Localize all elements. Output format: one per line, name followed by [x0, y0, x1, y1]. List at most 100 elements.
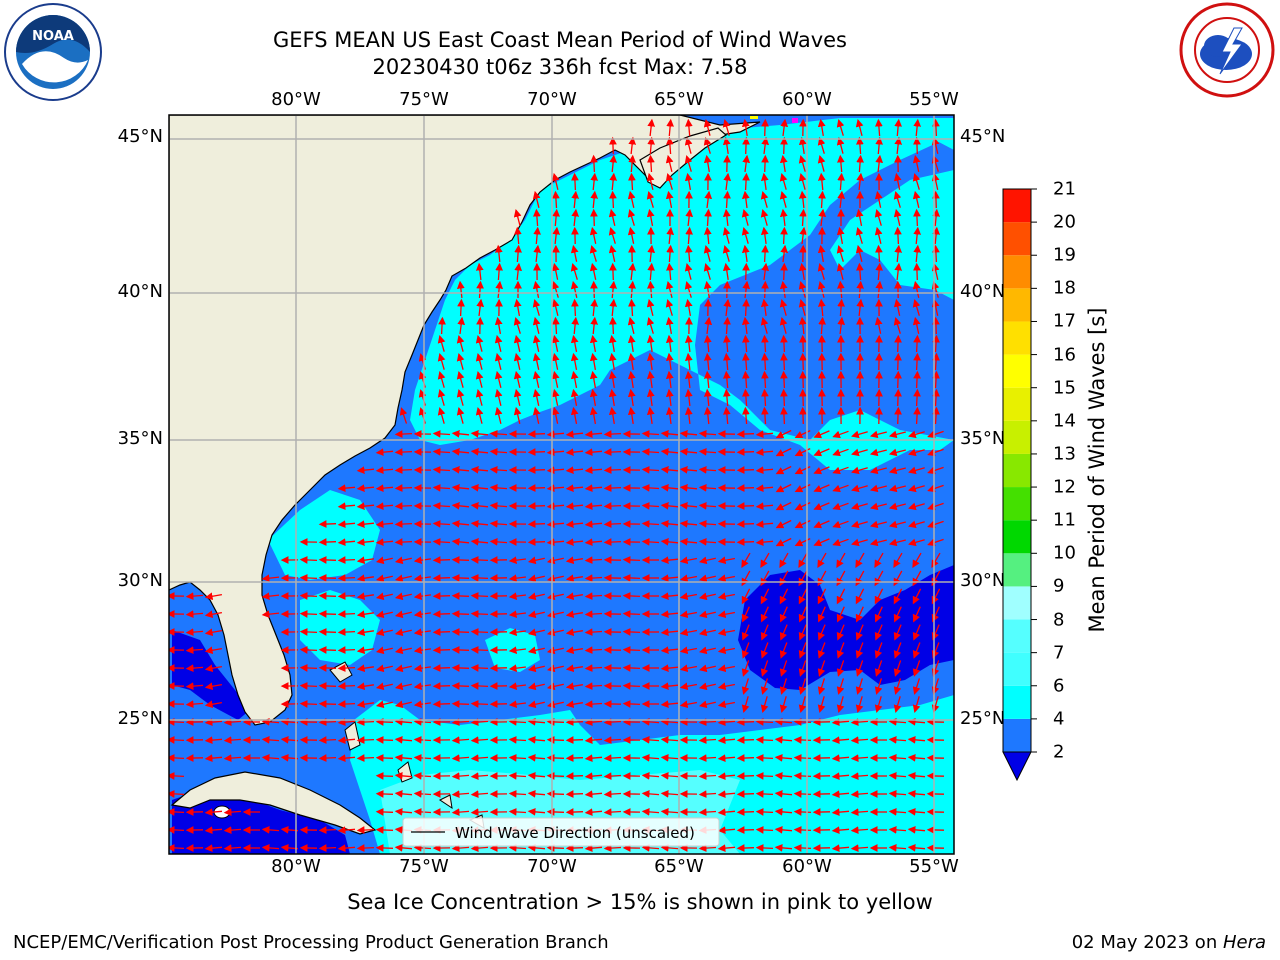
wave-direction-arrow [527, 771, 546, 780]
wave-direction-arrow [660, 753, 679, 762]
wave-direction-arrow [451, 664, 470, 672]
wave-direction-arrow [736, 502, 755, 510]
wave-direction-arrow [185, 610, 204, 619]
wave-direction-arrow [760, 606, 769, 623]
wave-direction-arrow [532, 190, 541, 208]
wave-direction-arrow [589, 226, 598, 244]
wave-direction-arrow [698, 556, 716, 565]
wave-direction-arrow [457, 316, 466, 334]
wave-direction-arrow [375, 718, 394, 726]
wave-direction-arrow [647, 262, 656, 281]
wave-direction-arrow [204, 628, 223, 637]
wave-direction-arrow [855, 552, 865, 569]
lat-label-right-40n: 40°N [960, 281, 1006, 302]
wave-direction-arrow [869, 448, 887, 457]
wave-direction-arrow [874, 226, 883, 244]
wave-direction-arrow [798, 678, 807, 695]
wave-direction-arrow [204, 736, 223, 745]
wave-direction-arrow [874, 696, 883, 713]
wave-direction-arrow [794, 484, 811, 493]
wave-direction-arrow [494, 370, 503, 388]
wave-direction-arrow [794, 430, 811, 439]
wave-direction-arrow [703, 226, 712, 245]
wave-direction-arrow [470, 844, 489, 853]
wave-direction-arrow [494, 352, 503, 370]
wave-direction-arrow [660, 610, 679, 619]
wave-direction-arrow [546, 502, 565, 511]
wave-direction-arrow [337, 718, 356, 727]
wave-direction-arrow [893, 624, 902, 641]
wave-direction-arrow [907, 825, 926, 834]
wave-direction-arrow [722, 370, 731, 389]
wave-direction-arrow [931, 172, 940, 190]
wave-direction-arrow [894, 226, 902, 245]
wave-direction-arrow [470, 628, 489, 636]
wave-direction-arrow [931, 298, 940, 316]
wave-direction-arrow [794, 520, 811, 529]
nws-logo [1179, 2, 1275, 98]
colorbar-segment [1003, 354, 1031, 388]
wave-direction-arrow [508, 718, 527, 726]
wave-direction-arrow [646, 370, 655, 388]
wave-direction-arrow [907, 717, 926, 726]
wave-direction-arrow [774, 825, 793, 834]
wave-direction-arrow [779, 678, 788, 695]
wave-direction-arrow [394, 771, 413, 780]
wave-direction-arrow [685, 208, 694, 226]
wave-direction-arrow [774, 807, 793, 816]
wave-direction-arrow [760, 588, 770, 605]
wave-direction-arrow [665, 334, 674, 352]
wave-direction-arrow [908, 484, 925, 493]
colorbar-segment [1003, 487, 1031, 521]
wave-direction-arrow [299, 646, 318, 654]
wave-direction-arrow [565, 628, 584, 637]
wave-direction-arrow [356, 682, 374, 691]
wave-direction-arrow [679, 519, 698, 528]
wave-direction-arrow [912, 588, 922, 605]
wave-direction-arrow [470, 682, 489, 690]
wave-direction-arrow [799, 370, 807, 389]
wave-direction-arrow [527, 574, 545, 583]
wave-direction-arrow [742, 280, 751, 298]
wave-direction-arrow [546, 646, 564, 655]
wave-direction-arrow [527, 682, 545, 691]
wave-direction-arrow [318, 826, 337, 834]
wave-direction-arrow [451, 646, 470, 654]
wave-direction-arrow [760, 209, 769, 226]
wave-direction-arrow [584, 844, 603, 853]
wave-direction-arrow [584, 430, 603, 439]
wave-direction-arrow [570, 280, 579, 298]
wave-direction-arrow [780, 244, 789, 262]
wave-direction-arrow [875, 136, 884, 155]
wave-direction-arrow [646, 317, 655, 334]
wave-direction-arrow [432, 466, 451, 474]
wave-direction-arrow [451, 519, 470, 528]
wave-direction-arrow [894, 244, 903, 263]
wave-direction-arrow [888, 771, 907, 780]
wave-direction-arrow [831, 844, 850, 853]
wave-direction-arrow [832, 502, 849, 511]
wave-direction-arrow [798, 696, 807, 713]
wave-direction-arrow [850, 808, 869, 817]
wave-direction-arrow [508, 790, 527, 798]
wave-direction-arrow [761, 352, 769, 371]
wave-direction-arrow [665, 280, 674, 298]
wave-direction-arrow [590, 208, 598, 227]
lon-label-top-55w: 55°W [909, 89, 959, 110]
wave-direction-arrow [608, 244, 617, 262]
wave-direction-arrow [527, 843, 546, 852]
wave-direction-arrow [660, 843, 679, 852]
wave-direction-arrow [798, 642, 807, 659]
wave-direction-arrow [698, 664, 716, 673]
wave-direction-arrow [223, 826, 242, 835]
wave-direction-arrow [780, 352, 788, 371]
wave-direction-arrow [337, 592, 356, 600]
wave-direction-arrow [869, 502, 887, 511]
wave-direction-arrow [456, 389, 465, 406]
wave-direction-arrow [318, 628, 337, 636]
wave-direction-arrow [717, 682, 736, 691]
wave-direction-arrow [698, 718, 717, 726]
wave-direction-arrow [475, 353, 484, 370]
wave-direction-arrow [603, 808, 622, 816]
wave-direction-arrow [508, 610, 526, 619]
